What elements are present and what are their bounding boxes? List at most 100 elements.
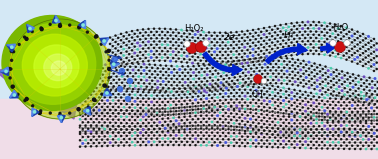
Circle shape xyxy=(280,137,281,138)
Circle shape xyxy=(357,145,358,146)
Circle shape xyxy=(373,132,375,134)
Circle shape xyxy=(146,132,147,133)
Circle shape xyxy=(162,132,163,133)
Circle shape xyxy=(352,55,353,56)
Circle shape xyxy=(259,64,260,65)
Circle shape xyxy=(274,32,276,33)
Circle shape xyxy=(247,43,248,44)
Circle shape xyxy=(270,70,271,71)
Circle shape xyxy=(277,134,279,135)
Circle shape xyxy=(310,44,311,45)
Circle shape xyxy=(189,106,191,107)
Circle shape xyxy=(176,141,177,142)
Circle shape xyxy=(291,119,293,121)
Circle shape xyxy=(373,45,375,46)
Circle shape xyxy=(245,124,246,125)
Circle shape xyxy=(236,126,237,127)
Circle shape xyxy=(376,43,377,44)
Circle shape xyxy=(209,125,210,126)
Circle shape xyxy=(344,95,345,97)
Circle shape xyxy=(156,51,157,52)
Circle shape xyxy=(361,92,362,93)
Circle shape xyxy=(371,53,372,54)
Circle shape xyxy=(115,35,116,36)
Polygon shape xyxy=(0,66,18,86)
Circle shape xyxy=(244,59,245,61)
Circle shape xyxy=(96,126,97,128)
Circle shape xyxy=(240,82,241,84)
Circle shape xyxy=(198,85,200,86)
Circle shape xyxy=(214,100,215,101)
Circle shape xyxy=(233,61,234,62)
Circle shape xyxy=(313,96,314,97)
Circle shape xyxy=(148,116,149,117)
Circle shape xyxy=(153,141,155,142)
Circle shape xyxy=(310,111,311,113)
Circle shape xyxy=(316,148,317,149)
Circle shape xyxy=(297,106,298,107)
Circle shape xyxy=(280,31,281,32)
Circle shape xyxy=(184,39,185,40)
Circle shape xyxy=(360,135,361,136)
Circle shape xyxy=(366,129,367,130)
Circle shape xyxy=(338,121,339,122)
Circle shape xyxy=(236,142,237,143)
Circle shape xyxy=(212,80,213,81)
Circle shape xyxy=(294,134,295,135)
Circle shape xyxy=(220,69,222,71)
Circle shape xyxy=(181,113,182,114)
Circle shape xyxy=(346,40,347,41)
Circle shape xyxy=(310,50,311,51)
Polygon shape xyxy=(103,88,112,96)
Circle shape xyxy=(324,48,325,49)
Circle shape xyxy=(189,116,191,117)
Circle shape xyxy=(112,58,113,59)
Circle shape xyxy=(225,142,226,143)
Circle shape xyxy=(196,69,197,70)
Circle shape xyxy=(231,58,232,59)
Circle shape xyxy=(231,74,232,75)
Circle shape xyxy=(239,130,240,131)
Circle shape xyxy=(159,92,160,93)
Circle shape xyxy=(225,112,226,114)
Circle shape xyxy=(143,123,144,124)
Circle shape xyxy=(8,68,11,70)
Circle shape xyxy=(129,126,130,127)
Circle shape xyxy=(286,110,287,111)
Circle shape xyxy=(101,112,102,113)
Circle shape xyxy=(371,129,372,130)
Circle shape xyxy=(349,129,350,130)
Circle shape xyxy=(112,46,113,47)
Circle shape xyxy=(143,116,144,118)
Circle shape xyxy=(209,90,211,91)
Circle shape xyxy=(291,138,292,139)
Circle shape xyxy=(184,125,185,126)
Circle shape xyxy=(267,60,268,61)
Circle shape xyxy=(206,60,207,62)
Circle shape xyxy=(263,47,265,48)
Circle shape xyxy=(302,107,303,108)
Circle shape xyxy=(82,92,83,93)
Circle shape xyxy=(236,120,237,121)
Circle shape xyxy=(132,135,133,136)
Circle shape xyxy=(234,96,235,97)
Circle shape xyxy=(151,113,152,114)
Circle shape xyxy=(204,84,205,85)
Circle shape xyxy=(96,118,97,120)
Circle shape xyxy=(259,77,260,78)
Circle shape xyxy=(209,101,210,102)
Circle shape xyxy=(259,58,260,59)
Circle shape xyxy=(107,87,108,88)
Circle shape xyxy=(192,56,193,57)
Circle shape xyxy=(206,85,207,86)
Circle shape xyxy=(99,130,100,131)
Circle shape xyxy=(253,99,254,100)
Circle shape xyxy=(283,27,284,28)
Circle shape xyxy=(363,59,364,60)
Circle shape xyxy=(339,73,340,74)
Circle shape xyxy=(288,135,290,136)
Circle shape xyxy=(325,85,326,86)
Circle shape xyxy=(305,116,306,118)
Circle shape xyxy=(319,126,320,127)
Circle shape xyxy=(154,128,155,130)
